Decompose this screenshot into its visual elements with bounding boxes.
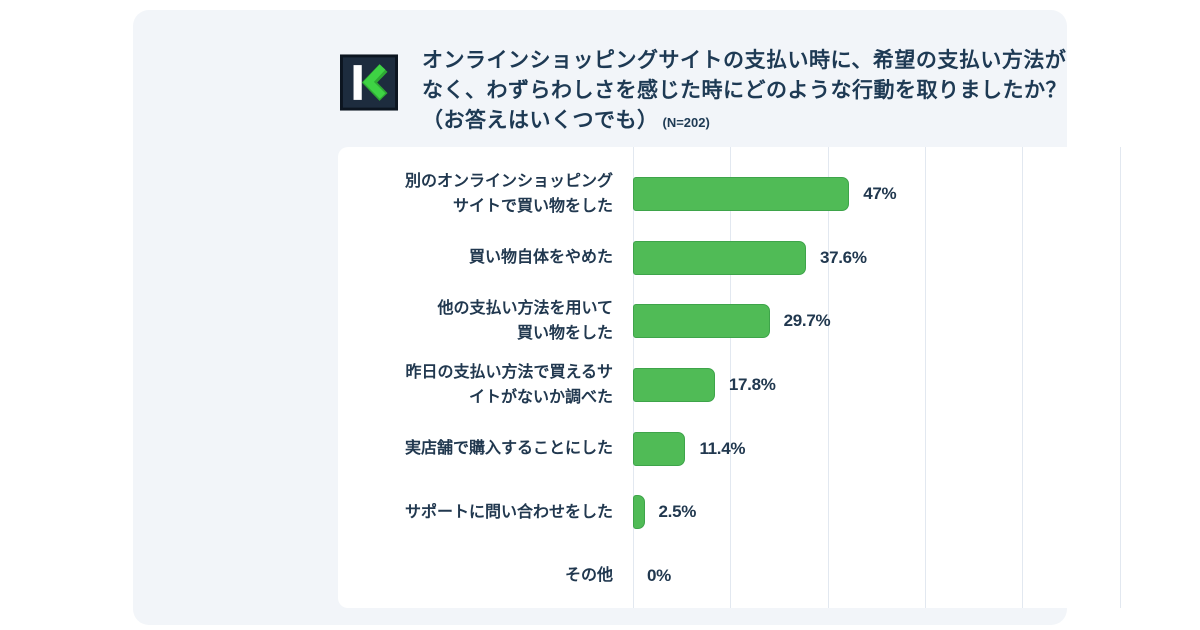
category-label: 買い物自体をやめた bbox=[468, 249, 613, 267]
chart-row: 別のオンラインショッピング サイトで買い物をした 47% bbox=[338, 162, 1155, 226]
background-card: オンラインショッピングサイトの支払い時に、希望の支払い方法が なく、わずらわしさ… bbox=[133, 10, 1155, 625]
bar bbox=[633, 367, 715, 402]
category-label: 他の支払い方法を用いて 買い物をした bbox=[437, 300, 613, 343]
bar bbox=[633, 304, 770, 339]
gridline bbox=[730, 147, 732, 608]
title-line-1: オンラインショッピングサイトの支払い時に、希望の支払い方法が bbox=[422, 49, 1067, 72]
bar bbox=[633, 431, 686, 466]
bar bbox=[633, 240, 806, 275]
chart-row: サポートに問い合わせをした 2.5% bbox=[338, 480, 1155, 544]
chart-row: 実店舗で購入することにした 11.4% bbox=[338, 417, 1155, 481]
chart-row: 昨日の支払い方法で買えるサ イトがないか調べた 17.8% bbox=[338, 353, 1155, 417]
value-label: 17.8% bbox=[728, 374, 776, 394]
bar-rows: 別のオンラインショッピング サイトで買い物をした 47% 買い物自体をやめた 37.6%… bbox=[338, 147, 1155, 608]
value-label: 11.4% bbox=[699, 438, 746, 458]
category-label: サポートに問い合わせをした bbox=[404, 503, 613, 521]
category-label: 実店舗で購入することにした bbox=[404, 440, 613, 458]
answer-note: （お答えはいくつでも） bbox=[422, 109, 659, 132]
category-label: その他 bbox=[564, 567, 613, 585]
chart-row: 買い物自体をやめた 37.6% bbox=[338, 226, 1155, 290]
title-line-2: なく、わずらわしさを感じた時にどのような行動を取りましたか？ bbox=[422, 79, 1067, 102]
value-label: 0% bbox=[647, 565, 671, 585]
value-label: 37.6% bbox=[819, 247, 867, 267]
sample-size: (N=202) bbox=[662, 115, 710, 130]
gridline bbox=[1022, 147, 1024, 608]
chart-row: その他 0% bbox=[338, 544, 1155, 608]
gridline bbox=[1119, 147, 1121, 608]
bar bbox=[633, 176, 850, 211]
title-line-3: （お答えはいくつでも） (N=202) bbox=[422, 106, 1122, 138]
value-label: 47% bbox=[863, 183, 897, 203]
gridline bbox=[924, 147, 926, 608]
bar bbox=[633, 495, 645, 530]
chart-title: オンラインショッピングサイトの支払い時に、希望の支払い方法が なく、わずらわしさ… bbox=[422, 46, 1122, 138]
value-label: 29.7% bbox=[783, 311, 831, 331]
category-label: 昨日の支払い方法で買えるサ イトがないか調べた bbox=[405, 363, 613, 406]
chart-panel: 別のオンラインショッピング サイトで買い物をした 47% 買い物自体をやめた 37.6%… bbox=[338, 147, 1155, 608]
category-label: 別のオンラインショッピング サイトで買い物をした bbox=[404, 172, 613, 215]
chart-row: 他の支払い方法を用いて 買い物をした 29.7% bbox=[338, 289, 1155, 353]
value-label: 2.5% bbox=[658, 502, 697, 522]
komoju-logo-icon bbox=[340, 54, 398, 111]
gridline bbox=[827, 147, 829, 608]
